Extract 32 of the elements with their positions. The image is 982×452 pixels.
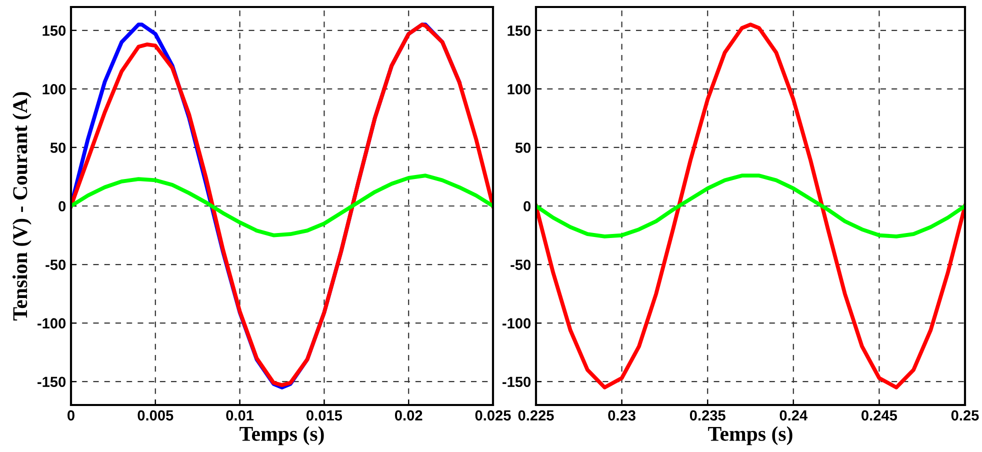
y-tick-label: 150 bbox=[508, 26, 531, 36]
x-tick-label: 0 bbox=[68, 410, 74, 421]
x-tick-label: 0.015 bbox=[306, 410, 342, 421]
x-tick-label: 0.02 bbox=[394, 410, 422, 421]
line-series bbox=[536, 174, 965, 238]
x-tick-label: 0.23 bbox=[608, 410, 636, 421]
y-tick-label: 0 bbox=[524, 201, 531, 212]
x-tick-label: 0.025 bbox=[475, 410, 511, 421]
y-tick-label: -100 bbox=[502, 318, 531, 328]
line-series bbox=[536, 22, 965, 390]
x-tick-label: 0.01 bbox=[226, 410, 254, 421]
y-tick-label: 100 bbox=[42, 84, 66, 94]
x-tick-label: 0.245 bbox=[862, 410, 898, 421]
x-tick-label: 0.005 bbox=[138, 410, 174, 421]
y-tick-label: -50 bbox=[510, 260, 531, 270]
y-tick-label: -150 bbox=[502, 376, 531, 388]
x-axis-title: Temps (s) bbox=[240, 426, 324, 446]
y-tick-label: 0 bbox=[58, 201, 66, 212]
x-tick-label: 0.24 bbox=[780, 410, 808, 421]
y-tick-label: 100 bbox=[508, 84, 531, 94]
y-tick-label: 150 bbox=[42, 26, 66, 36]
y-tick-label: 50 bbox=[50, 142, 66, 153]
x-tick-label: 0.225 bbox=[518, 410, 554, 421]
x-axis-title: Temps (s) bbox=[708, 426, 792, 446]
y-axis-title: Tension (V) - Courant (A) bbox=[12, 92, 32, 320]
y-tick-label: -100 bbox=[38, 318, 66, 328]
x-tick-label: 0.235 bbox=[690, 410, 726, 421]
y-tick-label: -50 bbox=[46, 260, 66, 270]
y-tick-label: -150 bbox=[38, 376, 66, 388]
y-tick-label: 50 bbox=[515, 142, 531, 153]
line-series bbox=[71, 174, 493, 238]
x-tick-label: 0.25 bbox=[951, 410, 979, 421]
